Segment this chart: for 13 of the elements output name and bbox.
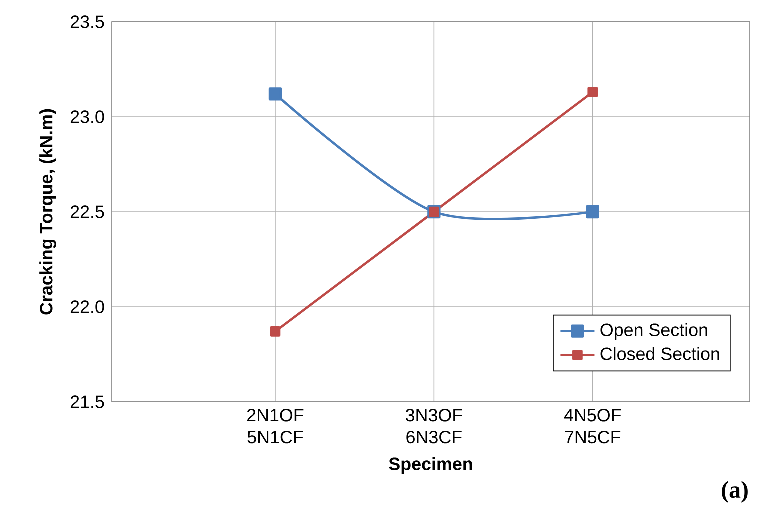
y-tick-label: 22.5 [70, 206, 104, 218]
legend-label: Closed Section [600, 347, 720, 360]
y-tick-label: 23.0 [70, 110, 104, 124]
legend-label: Open Section [600, 323, 708, 340]
x-tick-label: 3N3OF 6N3CF [406, 409, 462, 444]
y-tick-label: 22.0 [70, 300, 104, 314]
y-tick-label: 21.5 [70, 396, 104, 408]
x-axis-title: Specimen [389, 457, 472, 474]
y-tick-label: 23.5 [70, 16, 104, 28]
x-tick-label: 4N5OF 7N5CF [564, 409, 622, 444]
y-axis-title: Cracking Torque, (kN.m) [40, 109, 56, 315]
x-tick-label: 2N1OF 5N1CF [247, 409, 304, 444]
text: (a) [722, 481, 748, 503]
